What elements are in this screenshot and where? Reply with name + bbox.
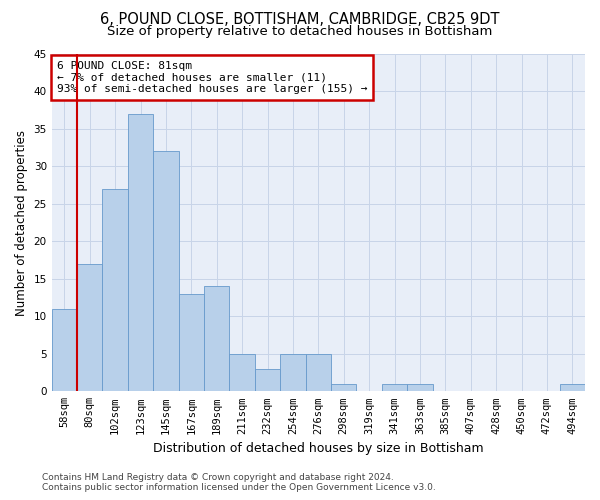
Bar xyxy=(103,189,128,392)
Text: Contains HM Land Registry data © Crown copyright and database right 2024.
Contai: Contains HM Land Registry data © Crown c… xyxy=(42,473,436,492)
Bar xyxy=(204,286,229,392)
Text: 6, POUND CLOSE, BOTTISHAM, CAMBRIDGE, CB25 9DT: 6, POUND CLOSE, BOTTISHAM, CAMBRIDGE, CB… xyxy=(100,12,500,28)
Bar xyxy=(560,384,585,392)
Text: 6 POUND CLOSE: 81sqm
← 7% of detached houses are smaller (11)
93% of semi-detach: 6 POUND CLOSE: 81sqm ← 7% of detached ho… xyxy=(57,60,367,94)
Bar xyxy=(255,369,280,392)
X-axis label: Distribution of detached houses by size in Bottisham: Distribution of detached houses by size … xyxy=(153,442,484,455)
Y-axis label: Number of detached properties: Number of detached properties xyxy=(15,130,28,316)
Bar xyxy=(128,114,153,392)
Bar xyxy=(52,309,77,392)
Bar xyxy=(382,384,407,392)
Bar xyxy=(280,354,305,392)
Text: Size of property relative to detached houses in Bottisham: Size of property relative to detached ho… xyxy=(107,25,493,38)
Bar xyxy=(153,152,179,392)
Bar xyxy=(229,354,255,392)
Bar xyxy=(331,384,356,392)
Bar xyxy=(77,264,103,392)
Bar xyxy=(407,384,433,392)
Bar xyxy=(305,354,331,392)
Bar xyxy=(179,294,204,392)
